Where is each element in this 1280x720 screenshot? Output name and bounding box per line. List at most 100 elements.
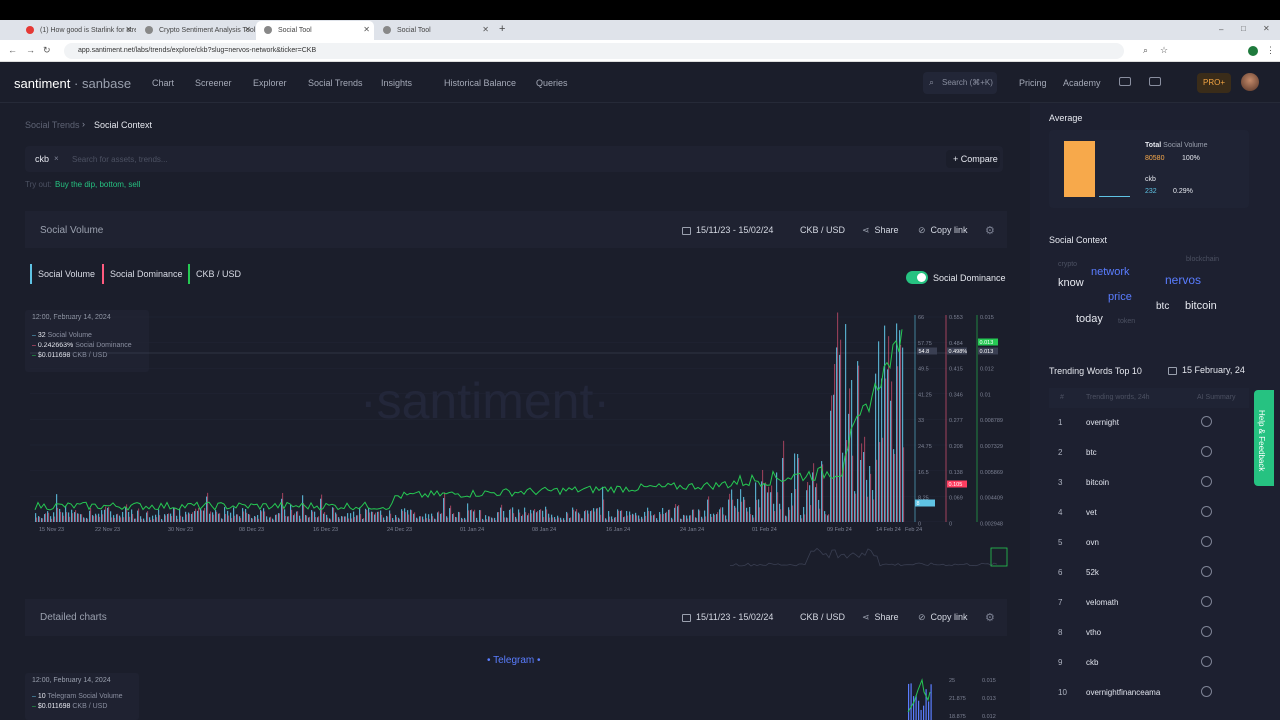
close-window-icon[interactable]: ✕ xyxy=(1263,24,1270,33)
share-button[interactable]: ⋖ Share xyxy=(862,225,899,236)
ai-summary-icon[interactable] xyxy=(1201,686,1212,697)
nav-pricing[interactable]: Pricing xyxy=(1019,78,1047,88)
asset-chip[interactable]: ckb xyxy=(35,154,49,164)
tab-favicon-icon xyxy=(264,26,272,34)
bookmark-star-icon[interactable]: ☆ xyxy=(1160,45,1168,56)
volume-bar xyxy=(473,511,474,522)
tooltip-date: 12:00, February 14, 2024 xyxy=(32,677,111,684)
back-icon[interactable]: ← xyxy=(8,45,17,55)
dominance-bar xyxy=(591,510,592,522)
trending-word[interactable]: ovn xyxy=(1086,538,1099,547)
nav-academy[interactable]: Academy xyxy=(1063,78,1101,88)
ai-summary-icon[interactable] xyxy=(1201,476,1212,487)
date-range-button[interactable]: 15/11/23 - 15/02/24 xyxy=(682,225,773,235)
volume-bar xyxy=(782,458,783,522)
gamepad-icon[interactable] xyxy=(1119,77,1131,86)
global-search[interactable]: ⌕ Search (⌘+K) xyxy=(923,72,997,94)
detailed-copy-link-button[interactable]: ⊘ Copy link xyxy=(918,612,968,623)
dominance-bar xyxy=(903,447,904,522)
trending-date-button[interactable]: 15 February, 24 xyxy=(1168,365,1245,375)
trending-word[interactable]: ckb xyxy=(1086,658,1098,667)
reload-icon[interactable]: ↻ xyxy=(43,45,51,56)
dominance-bar xyxy=(507,518,508,522)
trending-word[interactable]: overnightfinanceama xyxy=(1086,688,1160,697)
word-cloud-item[interactable]: know xyxy=(1058,277,1084,289)
maximize-icon[interactable]: □ xyxy=(1241,24,1246,33)
profile-icon[interactable] xyxy=(1248,46,1258,56)
settings-gear-icon[interactable]: ⚙ xyxy=(985,224,995,237)
zoom-icon[interactable]: ⌕ xyxy=(1143,45,1148,56)
user-avatar[interactable] xyxy=(1241,73,1259,91)
ai-summary-icon[interactable] xyxy=(1201,416,1212,427)
word-cloud-item[interactable]: nervos xyxy=(1165,273,1201,287)
pro-plus-badge[interactable]: PRO+ xyxy=(1197,73,1231,93)
word-cloud-item[interactable]: btc xyxy=(1156,301,1169,312)
trending-word[interactable]: bitcoin xyxy=(1086,478,1109,487)
tab-close-icon[interactable]: ✕ xyxy=(244,25,251,34)
forward-icon[interactable]: → xyxy=(26,45,35,55)
asset-search-input[interactable]: Search for assets, trends... xyxy=(72,155,168,164)
trending-word[interactable]: vet xyxy=(1086,508,1097,517)
nav-chart[interactable]: Chart xyxy=(152,78,174,88)
browser-tab[interactable]: (1) How good is Starlink for stre ✕ xyxy=(18,21,136,40)
browser-menu-icon[interactable]: ⋮ xyxy=(1266,45,1275,56)
legend-chip[interactable]: Social Volume xyxy=(30,264,101,284)
trending-word[interactable]: vtho xyxy=(1086,628,1101,637)
ai-summary-icon[interactable] xyxy=(1201,446,1212,457)
volume-bar xyxy=(539,510,540,522)
url-field[interactable]: app.santiment.net/labs/trends/explore/ck… xyxy=(64,43,1124,59)
chip-remove-icon[interactable]: × xyxy=(54,154,59,163)
ai-summary-icon[interactable] xyxy=(1201,506,1212,517)
video-icon[interactable] xyxy=(1149,77,1161,86)
sanbase-logo[interactable]: santiment · sanbase xyxy=(14,76,131,91)
word-cloud-item[interactable]: crypto xyxy=(1058,261,1077,268)
word-cloud-item[interactable]: blockchain xyxy=(1186,256,1219,263)
detailed-date-range-button[interactable]: 15/11/23 - 15/02/24 xyxy=(682,612,773,622)
pair-button[interactable]: CKB / USD xyxy=(800,225,845,235)
trending-word[interactable]: velomath xyxy=(1086,598,1118,607)
word-cloud-item[interactable]: network xyxy=(1091,266,1130,278)
browser-tab[interactable]: Social Tool ✕ xyxy=(256,21,374,40)
help-feedback-button[interactable]: Help & Feedback xyxy=(1254,390,1274,486)
nav-screener[interactable]: Screener xyxy=(195,78,232,88)
ai-summary-icon[interactable] xyxy=(1201,626,1212,637)
volume-bar xyxy=(824,511,825,522)
nav-explorer[interactable]: Explorer xyxy=(253,78,287,88)
nav-historical-balance[interactable]: Historical Balance xyxy=(444,78,516,88)
detailed-pair-button[interactable]: CKB / USD xyxy=(800,612,845,622)
word-cloud-item[interactable]: token xyxy=(1118,318,1135,325)
detailed-share-button[interactable]: ⋖ Share xyxy=(862,612,899,623)
ai-summary-icon[interactable] xyxy=(1201,536,1212,547)
tab-close-icon[interactable]: ✕ xyxy=(482,25,489,34)
volume-bar xyxy=(116,514,117,522)
ai-summary-icon[interactable] xyxy=(1201,596,1212,607)
tryout-suggestions[interactable]: Buy the dip, bottom, sell xyxy=(55,180,140,189)
telegram-channel-label[interactable]: • Telegram • xyxy=(487,655,541,666)
nav-queries[interactable]: Queries xyxy=(536,78,568,88)
trending-word[interactable]: 52k xyxy=(1086,568,1099,577)
breadcrumb-parent[interactable]: Social Trends xyxy=(25,120,80,130)
telegram-mini-chart[interactable]: 25 21.875 18.875 0.015 0.013 0.012 xyxy=(900,672,1010,720)
nav-social-trends[interactable]: Social Trends xyxy=(308,78,363,88)
ai-summary-icon[interactable] xyxy=(1201,656,1212,667)
browser-tab[interactable]: Crypto Sentiment Analysis Tool ✕ xyxy=(137,21,255,40)
new-tab-icon[interactable]: + xyxy=(499,23,505,35)
copy-link-button[interactable]: ⊘ Copy link xyxy=(918,225,968,236)
browser-tab[interactable]: Social Tool ✕ xyxy=(375,21,493,40)
compare-button[interactable]: + Compare xyxy=(946,150,1000,168)
legend-chip[interactable]: CKB / USD xyxy=(188,264,247,284)
word-cloud-item[interactable]: price xyxy=(1108,291,1132,303)
nav-insights[interactable]: Insights xyxy=(381,78,412,88)
trending-word[interactable]: overnight xyxy=(1086,418,1119,427)
legend-chip[interactable]: Social Dominance xyxy=(102,264,189,284)
social-dominance-toggle[interactable] xyxy=(906,271,928,284)
word-cloud-item[interactable]: bitcoin xyxy=(1185,300,1217,312)
tab-close-icon[interactable]: ✕ xyxy=(125,25,132,34)
minimize-icon[interactable]: – xyxy=(1219,25,1223,34)
trending-word[interactable]: btc xyxy=(1086,448,1097,457)
detailed-settings-gear-icon[interactable]: ⚙ xyxy=(985,611,995,624)
social-volume-chart[interactable]: ·santiment· 66 57.75 49.5 41.25 33 24.75 16.5 8… xyxy=(25,300,1015,570)
word-cloud-item[interactable]: today xyxy=(1076,313,1103,325)
ai-summary-icon[interactable] xyxy=(1201,566,1212,577)
tab-close-icon[interactable]: ✕ xyxy=(363,25,370,34)
